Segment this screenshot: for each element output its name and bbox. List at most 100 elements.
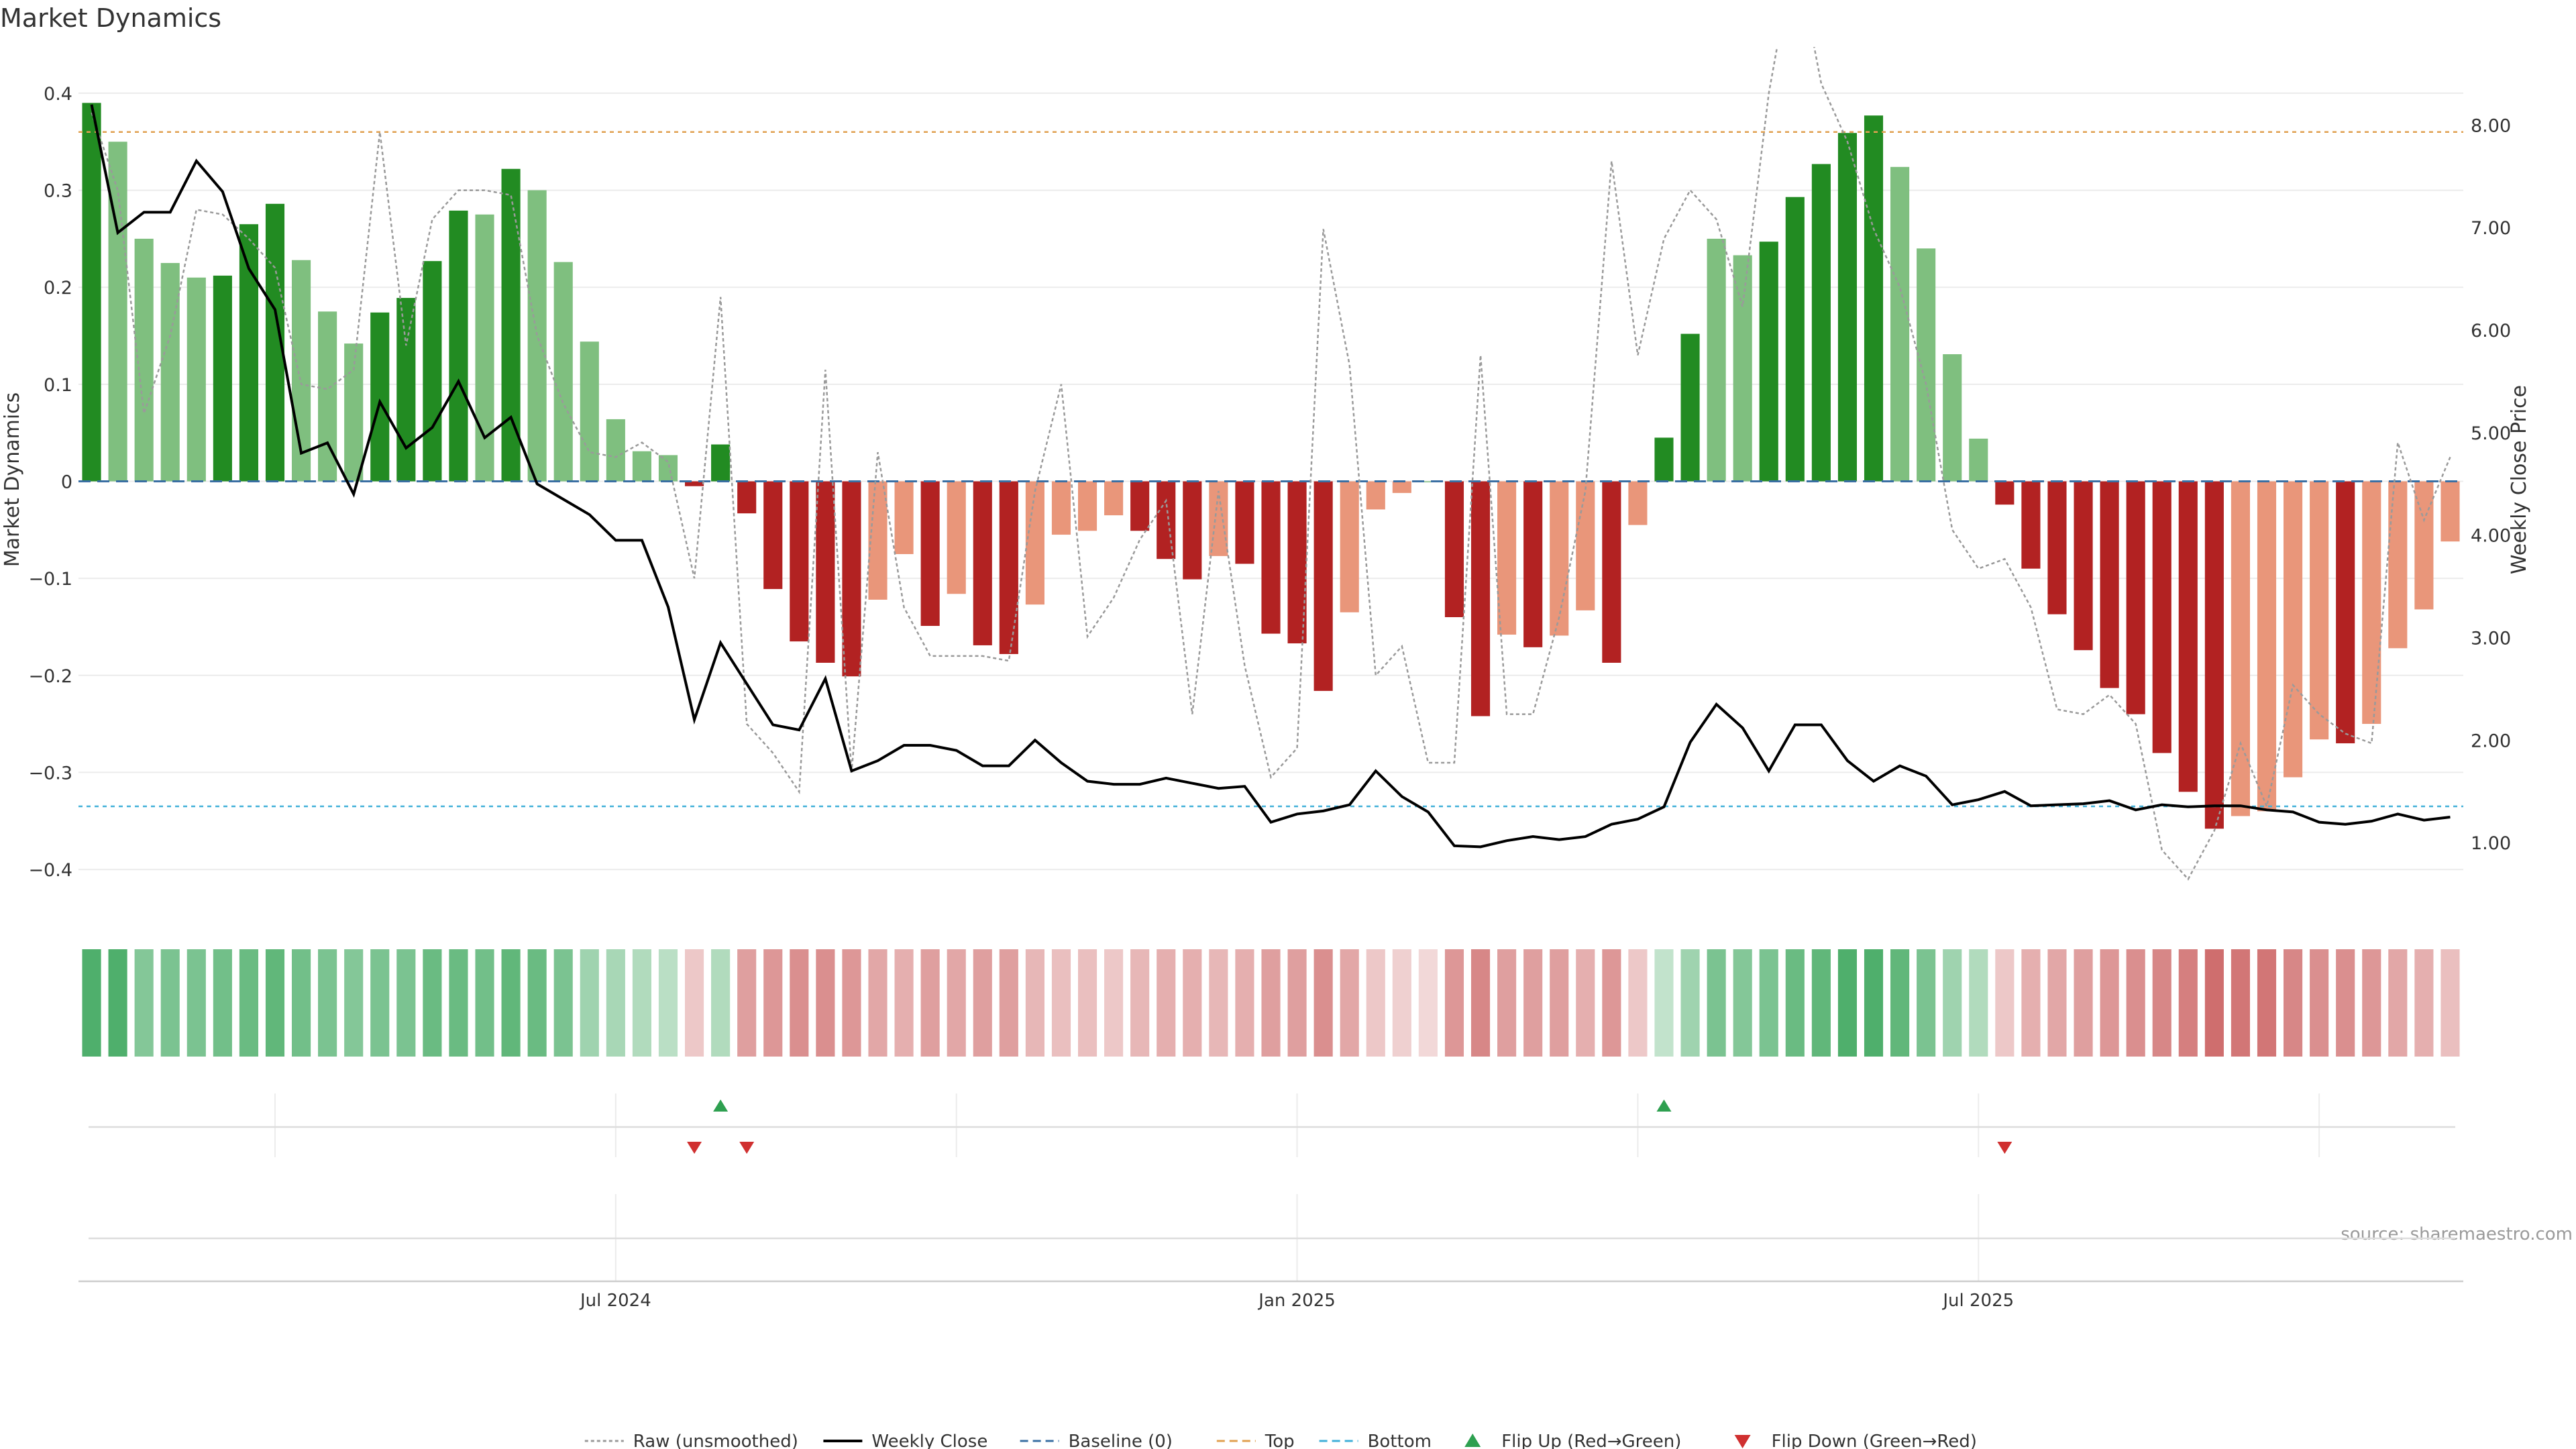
heat-cell: [265, 949, 285, 1057]
heat-cell: [239, 949, 258, 1057]
heat-cell: [186, 949, 206, 1057]
y2-tick-label: 3.00: [2471, 629, 2511, 649]
dynamics-bar: [1287, 481, 1307, 644]
legend-label: Bottom: [1368, 1432, 1432, 1449]
legend-label: Flip Down (Green→Red): [1772, 1432, 1977, 1449]
y-tick-label: −0.1: [28, 569, 72, 590]
heat-cell: [501, 949, 521, 1057]
y2-tick-label: 1.00: [2471, 833, 2511, 854]
heat-cell: [2388, 949, 2408, 1057]
heat-cell: [1917, 949, 1936, 1057]
dynamics-bar: [763, 481, 783, 590]
heat-cell: [213, 949, 232, 1057]
heat-cell: [1733, 949, 1752, 1057]
dynamics-bar: [1523, 481, 1543, 647]
heat-cell: [2126, 949, 2145, 1057]
heat-cell: [1261, 949, 1281, 1057]
heat-cell: [1313, 949, 1333, 1057]
dynamics-bar: [423, 261, 442, 482]
heat-cell: [1418, 949, 1438, 1057]
flip-panel: [89, 1093, 2455, 1157]
y-axis-label: Market Dynamics: [1, 392, 24, 568]
dynamics-bar: [186, 277, 206, 482]
heat-cell: [2284, 949, 2303, 1057]
heat-cell: [1785, 949, 1805, 1057]
dynamics-bar: [370, 312, 390, 482]
dynamics-bar: [2310, 481, 2329, 740]
heat-cell: [684, 949, 704, 1057]
dynamics-bar: [2074, 481, 2093, 651]
heat-cell: [816, 949, 835, 1057]
dynamics-bar: [1235, 481, 1254, 564]
dynamics-bar: [2257, 481, 2277, 812]
dynamics-bar: [658, 455, 678, 482]
heat-cell: [2152, 949, 2171, 1057]
dynamics-bar: [790, 481, 809, 642]
heat-cell: [344, 949, 364, 1057]
heat-cell: [947, 949, 966, 1057]
dynamics-bar: [920, 481, 940, 627]
regime-heat-strip: [82, 949, 2460, 1057]
heat-cell: [1235, 949, 1254, 1057]
heat-cell: [790, 949, 809, 1057]
legend-item: Flip Up (Red→Green): [1464, 1432, 1681, 1449]
dynamics-bar: [1864, 115, 1884, 482]
heat-cell: [1654, 949, 1674, 1057]
heat-cell: [1470, 949, 1491, 1057]
dynamics-bar: [449, 210, 468, 482]
dynamics-bar: [1733, 255, 1752, 482]
dynamics-bar: [1025, 481, 1044, 605]
heat-cell: [449, 949, 468, 1057]
heat-cell: [291, 949, 311, 1057]
heat-cell: [658, 949, 678, 1057]
y2-axis-ticks: 8.00 7.00 6.00 5.00 4.00 3.00 2.00 1.00: [2471, 115, 2511, 854]
dynamics-bar: [1890, 166, 1910, 482]
weekly-close-line: [90, 104, 2451, 849]
heat-cell: [868, 949, 888, 1057]
heat-cell: [1995, 949, 2015, 1057]
dynamics-bar: [606, 419, 625, 482]
heat-cell: [2204, 949, 2224, 1057]
heat-cell: [1157, 949, 1176, 1057]
heat-cell: [2257, 949, 2277, 1057]
legend-flip-up-icon: [1464, 1434, 1481, 1447]
heat-cell: [2178, 949, 2198, 1057]
heat-cell: [711, 949, 731, 1057]
y2-tick-label: 4.00: [2471, 526, 2511, 547]
dynamics-bar: [527, 190, 547, 482]
heat-cell: [2336, 949, 2355, 1057]
heat-cell: [1340, 949, 1359, 1057]
dynamics-bar: [239, 224, 258, 482]
dynamics-bar: [1602, 481, 1621, 663]
heat-cell: [1707, 949, 1726, 1057]
dynamics-bar: [1470, 481, 1491, 716]
y-tick-label: −0.2: [28, 666, 72, 687]
y-tick-label: 0.2: [44, 278, 72, 299]
dynamics-bar: [1785, 197, 1805, 482]
heat-cell: [1077, 949, 1097, 1057]
legend-label: Top: [1265, 1432, 1295, 1449]
dynamics-bar: [1444, 481, 1464, 617]
legend-label: Flip Up (Red→Green): [1501, 1432, 1681, 1449]
dynamics-bar: [580, 341, 599, 482]
dynamics-bar: [1366, 481, 1385, 510]
dynamics-bar: [2440, 481, 2460, 542]
dynamics-bar: [868, 481, 888, 600]
y-tick-label: 0: [61, 472, 72, 493]
dynamics-bar: [1576, 481, 1595, 610]
heat-cell: [1890, 949, 1910, 1057]
x-tick-label: Jul 2024: [579, 1291, 651, 1311]
dynamics-bar: [842, 481, 861, 677]
heat-cell: [1759, 949, 1778, 1057]
dynamics-bar: [1811, 164, 1831, 482]
legend-label: Baseline (0): [1069, 1432, 1173, 1449]
dynamics-bar: [711, 444, 731, 482]
flip-up-marker: [1656, 1099, 1672, 1112]
heat-cell: [973, 949, 992, 1057]
dynamics-bar: [1497, 481, 1517, 635]
heat-cell: [1183, 949, 1202, 1057]
dynamics-bar: [1340, 481, 1359, 612]
dynamics-bar: [737, 481, 757, 514]
dynamics-bar: [1261, 481, 1281, 634]
flip-down-marker: [739, 1142, 755, 1154]
